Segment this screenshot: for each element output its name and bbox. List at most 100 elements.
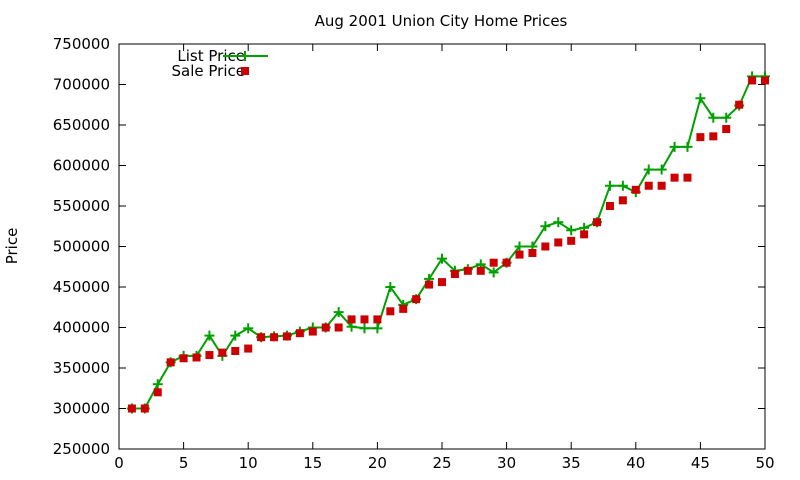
sale-price-point (425, 280, 434, 289)
list-price-point (643, 164, 654, 175)
list-price-point (682, 141, 693, 152)
y-tick-label: 350000 (53, 359, 110, 377)
y-tick-label: 450000 (53, 278, 110, 296)
list-price-point (152, 379, 163, 390)
sale-price-point (399, 304, 408, 313)
x-tick-label: 45 (691, 454, 710, 472)
sale-price-point (528, 248, 537, 257)
sale-price-point (605, 202, 614, 210)
list-price-point (230, 330, 241, 341)
x-tick-label: 5 (179, 454, 189, 472)
sale-price-point (748, 76, 757, 85)
legend-label-sale-price: Sale Price (172, 62, 245, 80)
list-price-point (553, 217, 564, 228)
sale-price-point (541, 242, 550, 251)
y-axis-label: Price (3, 228, 21, 265)
sale-price-point (593, 218, 602, 227)
sale-price-point (618, 196, 627, 205)
x-tick-label: 25 (432, 454, 451, 472)
y-tick-label: 600000 (53, 157, 110, 175)
y-tick-label: 250000 (53, 440, 110, 458)
sale-price-point (205, 351, 214, 360)
sale-price-point (386, 307, 395, 316)
sale-price-point (631, 185, 640, 194)
list-price-point (333, 307, 344, 318)
sale-price-point (127, 404, 136, 413)
sale-price-point (140, 404, 149, 413)
y-tick-label: 700000 (53, 76, 110, 94)
x-tick-label: 15 (303, 454, 322, 472)
legend: List Price Sale Price (172, 47, 268, 80)
x-tick-label: 35 (562, 454, 581, 472)
list-price-point (385, 282, 396, 292)
sale-price-point (153, 388, 162, 397)
x-tick-label: 10 (239, 454, 258, 472)
list-price-point (437, 253, 447, 264)
sale-price-point (450, 270, 459, 279)
list-price-point (566, 225, 577, 236)
list-price-point (617, 180, 628, 191)
list-price-point (721, 112, 732, 123)
sale-price-point (192, 353, 201, 362)
sale-price-point (334, 323, 343, 332)
x-tick-label: 30 (497, 454, 516, 472)
sale-price-point (567, 236, 576, 245)
legend-marker-sale-price (241, 67, 249, 75)
sale-price-point (670, 173, 679, 182)
legend-label-list-price: List Price (177, 47, 245, 65)
sale-price-point (282, 332, 291, 341)
list-price-point (243, 323, 254, 334)
list-price-point (656, 164, 667, 175)
y-tick-label: 500000 (53, 238, 110, 256)
sale-price-point (580, 230, 589, 239)
sale-price-point (295, 329, 304, 338)
y-tick-label: 400000 (53, 319, 110, 337)
sale-price-point (412, 295, 421, 304)
x-tick-label: 0 (114, 454, 124, 472)
list-price-line (131, 75, 765, 410)
list-price-point (604, 180, 615, 191)
y-tick-label: 650000 (53, 116, 110, 134)
sale-price-point (438, 278, 446, 287)
sale-price-point (696, 133, 705, 142)
sale-price-point (463, 266, 472, 275)
sale-price-point (308, 327, 317, 336)
list-price-point (540, 221, 551, 232)
y-tick-label: 550000 (53, 197, 110, 215)
sale-price-point (347, 315, 356, 324)
list-price-point (695, 93, 706, 104)
x-tick-label: 40 (626, 454, 645, 472)
sale-price-point (476, 266, 485, 275)
ticks-layer: 0 5 10 15 20 25 30 35 40 45 50 250000 300000 350000 40… (53, 35, 775, 472)
y-tick-label: 300000 (53, 400, 110, 418)
sale-price-point (244, 344, 253, 353)
sale-price-point (489, 258, 498, 267)
sale-price-point (683, 173, 692, 182)
sale-price-point (166, 358, 175, 367)
sale-price-point (321, 323, 330, 332)
sale-price-point (360, 315, 369, 324)
chart-title: Aug 2001 Union City Home Prices (315, 12, 568, 30)
sale-price-point (502, 258, 511, 267)
sale-price-point (644, 181, 653, 190)
list-price-point (372, 323, 383, 334)
plot-frame (118, 43, 766, 450)
list-price-point (488, 267, 499, 278)
legend-marker-list-price (240, 51, 250, 61)
sale-price-point (257, 333, 266, 342)
sale-price-point (709, 132, 718, 141)
sale-price-point (373, 315, 382, 324)
sale-price-point (722, 125, 731, 134)
series-layer (126, 71, 770, 414)
list-price-point (708, 112, 719, 123)
sale-price-point (761, 76, 769, 85)
sale-price-point (231, 346, 240, 355)
list-price-point (514, 241, 525, 252)
x-tick-label: 50 (755, 454, 774, 472)
sale-price-point (218, 348, 227, 357)
y-tick-label: 750000 (53, 35, 110, 53)
sale-price-point (657, 181, 666, 190)
sale-price-point (554, 238, 563, 247)
